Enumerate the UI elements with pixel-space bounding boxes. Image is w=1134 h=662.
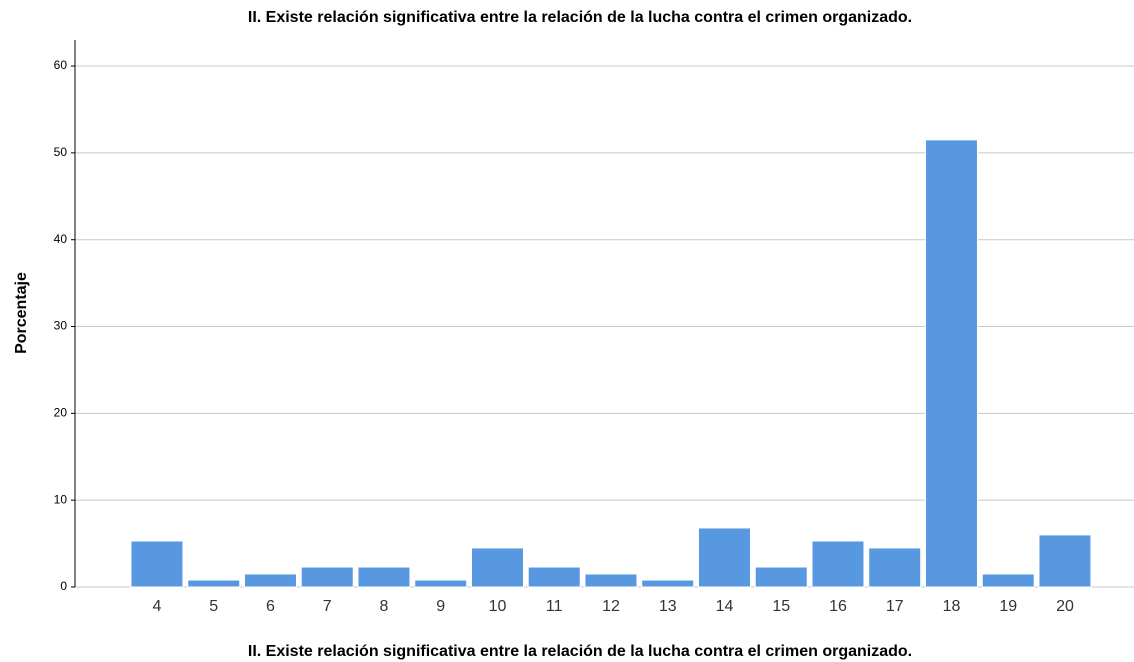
bar xyxy=(187,579,241,588)
x-tick-label: 10 xyxy=(489,598,507,615)
bar xyxy=(697,527,751,588)
y-tick-label: 20 xyxy=(54,406,68,420)
y-tick-label: 0 xyxy=(60,579,67,593)
bar xyxy=(981,573,1035,588)
bar xyxy=(811,540,865,588)
y-tick-label: 10 xyxy=(54,492,68,506)
y-tick-label: 50 xyxy=(54,145,68,159)
x-tick-label: 17 xyxy=(886,598,904,615)
bar xyxy=(754,566,808,588)
y-tick-label: 40 xyxy=(54,232,68,246)
y-axis-label: Porcentaje xyxy=(13,272,30,354)
bar xyxy=(300,566,354,588)
x-tick-label: 14 xyxy=(716,598,734,615)
x-tick-label: 7 xyxy=(323,598,332,615)
x-tick-label: 20 xyxy=(1056,598,1074,615)
bar xyxy=(584,573,638,588)
x-tick-label: 9 xyxy=(436,598,445,615)
x-tick-label: 18 xyxy=(943,598,961,615)
x-tick-label: 5 xyxy=(209,598,218,615)
y-tick-label: 60 xyxy=(54,58,68,72)
x-axis-label: II. Existe relación significativa entre … xyxy=(248,643,912,660)
x-tick-label: 16 xyxy=(829,598,847,615)
bar xyxy=(924,139,978,588)
bar xyxy=(1038,534,1092,588)
bar xyxy=(243,573,297,588)
bar xyxy=(470,547,524,588)
bar xyxy=(641,579,695,588)
y-tick-label: 30 xyxy=(54,319,68,333)
x-tick-label: 13 xyxy=(659,598,677,615)
x-tick-label: 19 xyxy=(999,598,1017,615)
bar xyxy=(130,540,184,588)
bar xyxy=(868,547,922,588)
x-tick-label: 12 xyxy=(602,598,620,615)
bar xyxy=(527,566,581,588)
x-tick-label: 8 xyxy=(380,598,389,615)
x-tick-label: 4 xyxy=(153,598,162,615)
x-tick-label: 6 xyxy=(266,598,275,615)
chart-title: II. Existe relación significativa entre … xyxy=(248,9,912,26)
x-tick-label: 15 xyxy=(772,598,790,615)
bar xyxy=(414,579,468,588)
x-tick-label: 11 xyxy=(546,598,563,615)
bar xyxy=(357,566,411,588)
